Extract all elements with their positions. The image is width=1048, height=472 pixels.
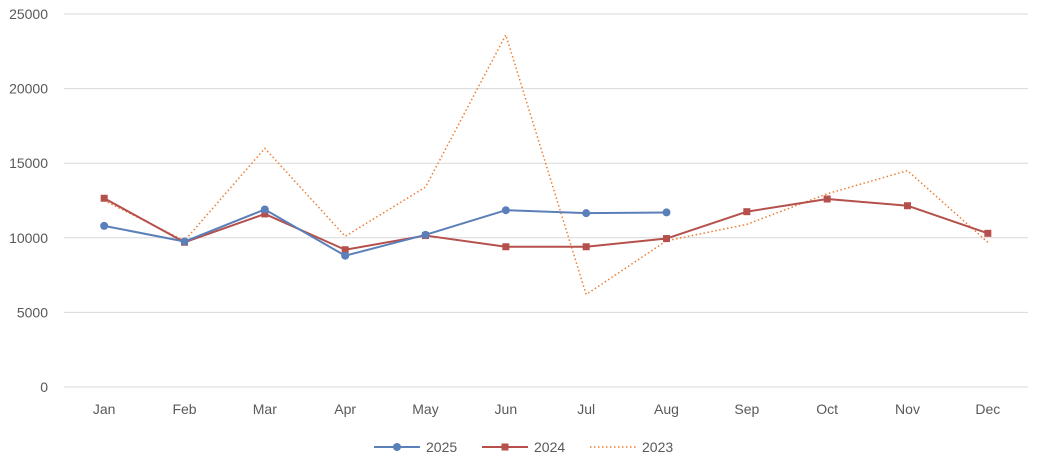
series-2024-point-oct bbox=[823, 195, 831, 203]
series-2024-point-legend bbox=[501, 443, 509, 451]
series-2024-point-jun bbox=[502, 243, 510, 251]
series-2024-point-mar bbox=[261, 210, 269, 218]
legend: 2025 2024 2023 bbox=[374, 439, 673, 455]
y-tick-label: 20000 bbox=[9, 81, 48, 97]
x-tick-label: Feb bbox=[172, 401, 196, 417]
series-2023 bbox=[103, 34, 989, 296]
x-tick-label: Nov bbox=[895, 401, 920, 417]
x-tick-label: May bbox=[412, 401, 438, 417]
series-2024 bbox=[100, 194, 992, 254]
series-2025 bbox=[100, 205, 671, 260]
series-2025-point-feb bbox=[180, 237, 189, 246]
x-tick-label: Aug bbox=[654, 401, 679, 417]
x-tick-label: Sep bbox=[734, 401, 759, 417]
x-tick-label: Jul bbox=[577, 401, 595, 417]
x-tick-label: Oct bbox=[816, 401, 838, 417]
series-2024-point-aug bbox=[663, 235, 670, 243]
x-tick-label: Mar bbox=[253, 401, 277, 417]
series-2025-point-jun bbox=[501, 206, 510, 215]
y-tick-label: 10000 bbox=[9, 230, 48, 246]
series-2024-point-jan bbox=[100, 194, 108, 202]
series-2024-point-nov bbox=[904, 202, 911, 210]
y-tick-label: 15000 bbox=[9, 155, 48, 171]
x-tick-label: Dec bbox=[975, 401, 1000, 417]
series-2025-point-jul bbox=[582, 209, 591, 218]
gridlines bbox=[64, 13, 1028, 388]
series-2025-point-aug bbox=[662, 208, 671, 217]
series-2025-point-mar bbox=[260, 205, 269, 214]
legend-item-2023: 2023 bbox=[590, 439, 673, 455]
series-2025-point-jan bbox=[100, 221, 109, 230]
legend-label-2023: 2023 bbox=[642, 439, 673, 455]
legend-item-2025: 2025 bbox=[374, 439, 457, 455]
y-tick-label: 5000 bbox=[17, 304, 48, 320]
legend-label-2024: 2024 bbox=[534, 439, 565, 455]
y-axis-tick-labels: 0 5000 10000 15000 20000 25000 bbox=[9, 6, 48, 395]
y-tick-label: 25000 bbox=[9, 6, 48, 22]
series-2025-point-apr bbox=[341, 251, 350, 260]
series-lines bbox=[100, 34, 992, 296]
series-2024-point-apr bbox=[341, 246, 349, 254]
y-tick-label: 0 bbox=[40, 379, 48, 395]
series-2024-point-jul bbox=[582, 243, 590, 251]
legend-item-2024: 2024 bbox=[482, 439, 565, 455]
series-2024-point-dec bbox=[984, 229, 992, 237]
legend-label-2025: 2025 bbox=[426, 439, 457, 455]
x-tick-label: Jun bbox=[495, 401, 518, 417]
series-2025-line bbox=[103, 208, 667, 257]
series-2024-point-sep bbox=[743, 208, 751, 216]
series-2025-point-legend bbox=[393, 443, 401, 451]
x-tick-label: Apr bbox=[334, 401, 356, 417]
series-2023-line bbox=[103, 34, 989, 296]
x-tick-label: Jan bbox=[93, 401, 116, 417]
x-axis-tick-labels: Jan Feb Mar Apr May Jun Jul Aug Sep Oct Nov Dec bbox=[93, 401, 1000, 417]
series-2024-line bbox=[103, 197, 989, 251]
series-2025-point-may bbox=[421, 230, 430, 239]
